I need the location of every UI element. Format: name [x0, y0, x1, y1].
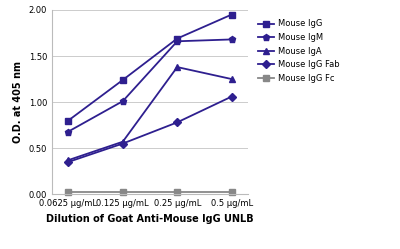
Mouse IgG Fab: [120, 142, 125, 145]
Mouse IgG Fc: [66, 191, 71, 194]
Mouse IgG Fc: [175, 191, 180, 194]
Mouse IgA: [175, 65, 180, 68]
Legend: Mouse IgG, Mouse IgM, Mouse IgA, Mouse IgG Fab, Mouse IgG Fc: Mouse IgG, Mouse IgM, Mouse IgA, Mouse I…: [256, 18, 341, 84]
Mouse IgM: [120, 100, 125, 103]
Mouse IgG Fab: [66, 161, 71, 164]
Mouse IgM: [229, 38, 234, 41]
Mouse IgA: [66, 159, 71, 162]
Mouse IgM: [175, 40, 180, 43]
Mouse IgG Fab: [229, 95, 234, 98]
Mouse IgG Fc: [229, 191, 234, 194]
Y-axis label: O.D. at 405 nm: O.D. at 405 nm: [13, 61, 23, 143]
Mouse IgG: [229, 13, 234, 16]
Line: Mouse IgG Fab: Mouse IgG Fab: [65, 93, 235, 165]
Mouse IgG Fc: [120, 191, 125, 194]
Mouse IgG: [66, 119, 71, 122]
Mouse IgM: [66, 130, 71, 133]
Line: Mouse IgM: Mouse IgM: [65, 36, 235, 135]
X-axis label: Dilution of Goat Anti-Mouse IgG UNLB: Dilution of Goat Anti-Mouse IgG UNLB: [46, 214, 254, 224]
Line: Mouse IgA: Mouse IgA: [65, 64, 235, 163]
Mouse IgG Fab: [175, 121, 180, 124]
Mouse IgG: [175, 37, 180, 40]
Mouse IgG: [120, 78, 125, 81]
Line: Mouse IgG: Mouse IgG: [65, 11, 235, 124]
Line: Mouse IgG Fc: Mouse IgG Fc: [65, 189, 235, 195]
Mouse IgA: [229, 78, 234, 81]
Mouse IgA: [120, 140, 125, 143]
